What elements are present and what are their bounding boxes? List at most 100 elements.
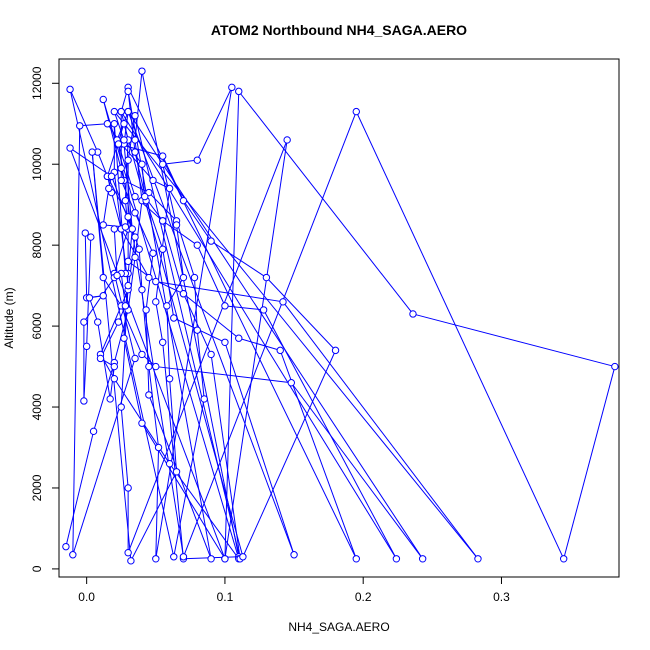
data-point bbox=[117, 403, 125, 411]
data-point bbox=[409, 310, 417, 318]
series-segment bbox=[224, 342, 295, 555]
data-point bbox=[179, 553, 188, 561]
series-segment bbox=[282, 301, 479, 560]
data-point bbox=[276, 346, 284, 355]
data-point bbox=[159, 160, 167, 168]
series-segment bbox=[113, 123, 126, 274]
data-point bbox=[152, 277, 160, 286]
data-point bbox=[179, 196, 188, 205]
data-point bbox=[138, 350, 146, 359]
series-segment bbox=[102, 99, 240, 559]
y-tick-label: 2000 bbox=[30, 474, 44, 501]
data-point bbox=[107, 172, 116, 181]
data-point bbox=[124, 213, 132, 221]
data-point bbox=[81, 229, 89, 237]
data-point bbox=[88, 148, 96, 156]
data-point bbox=[85, 294, 94, 302]
x-axis: 0.0 0.1 0.2 0.3 bbox=[78, 576, 510, 604]
data-point bbox=[138, 67, 146, 75]
y-tick-label: 10000 bbox=[30, 147, 44, 181]
data-point bbox=[127, 557, 135, 565]
series-segment bbox=[91, 152, 132, 561]
y-axis-label: Altitude (m) bbox=[2, 287, 16, 348]
chart-title: ATOM2 Northbound NH4_SAGA.AERO bbox=[211, 22, 467, 38]
data-point bbox=[287, 379, 295, 387]
x-axis-label: NH4_SAGA.AERO bbox=[288, 620, 389, 634]
data-point bbox=[193, 156, 201, 164]
series-segment bbox=[242, 350, 336, 557]
data-point bbox=[163, 302, 171, 310]
data-point bbox=[80, 318, 88, 326]
data-point bbox=[172, 468, 181, 476]
series-segment bbox=[224, 139, 288, 559]
series-segment bbox=[69, 89, 99, 153]
data-point bbox=[331, 346, 340, 355]
data-point bbox=[145, 362, 153, 371]
series-segment bbox=[196, 87, 233, 161]
data-point bbox=[221, 555, 229, 563]
series-segment bbox=[106, 123, 125, 177]
series-segment bbox=[238, 91, 414, 315]
data-point bbox=[259, 306, 268, 314]
marker-layer bbox=[62, 67, 619, 565]
series-segment bbox=[130, 471, 177, 562]
data-point bbox=[154, 443, 163, 452]
data-point bbox=[113, 271, 121, 280]
series-segment bbox=[183, 293, 240, 339]
data-point bbox=[76, 122, 84, 130]
series-segment bbox=[84, 233, 88, 298]
series-segment bbox=[563, 366, 616, 559]
series-segment bbox=[127, 87, 357, 560]
series-segment bbox=[65, 431, 95, 547]
plot-frame bbox=[58, 58, 620, 578]
series-segment bbox=[412, 313, 615, 368]
data-point bbox=[99, 273, 107, 282]
series-segment bbox=[148, 366, 160, 448]
series-segment bbox=[83, 346, 88, 401]
data-point bbox=[96, 354, 105, 363]
series-segment bbox=[120, 273, 126, 306]
data-point bbox=[66, 144, 74, 152]
data-point bbox=[114, 318, 123, 326]
data-point bbox=[392, 555, 401, 563]
data-point bbox=[124, 87, 132, 96]
series-segment bbox=[138, 249, 143, 290]
data-point bbox=[103, 120, 112, 128]
y-tick-label: 8000 bbox=[30, 231, 44, 258]
data-point bbox=[159, 152, 167, 160]
data-point bbox=[99, 221, 107, 229]
x-tick-label: 0.3 bbox=[493, 590, 510, 604]
data-point bbox=[131, 192, 139, 201]
data-point bbox=[110, 107, 119, 116]
data-point bbox=[172, 221, 181, 229]
data-point bbox=[82, 342, 91, 351]
data-point bbox=[138, 285, 146, 294]
data-point bbox=[99, 292, 107, 300]
series-segment bbox=[155, 366, 292, 384]
data-point bbox=[66, 85, 74, 94]
data-point bbox=[235, 334, 243, 342]
series-segment bbox=[123, 338, 143, 424]
series-segment bbox=[169, 378, 178, 472]
data-point bbox=[418, 555, 427, 563]
y-tick-label: 12000 bbox=[30, 66, 44, 100]
series-segment bbox=[182, 293, 212, 355]
series-segment bbox=[210, 354, 241, 559]
data-point bbox=[159, 338, 167, 346]
data-point bbox=[120, 334, 128, 342]
series-segment bbox=[196, 244, 226, 307]
series-segment bbox=[100, 289, 129, 355]
x-tick-label: 0.0 bbox=[78, 590, 95, 604]
series-segment bbox=[182, 111, 357, 557]
data-point bbox=[207, 555, 215, 563]
series-segment bbox=[224, 91, 240, 559]
series-segment bbox=[266, 277, 336, 351]
data-point bbox=[207, 350, 215, 359]
data-point bbox=[124, 549, 132, 557]
data-point bbox=[262, 273, 271, 282]
data-point bbox=[62, 542, 70, 551]
series-segment bbox=[116, 139, 136, 197]
series-segment bbox=[72, 125, 81, 555]
data-point bbox=[228, 83, 236, 92]
series-segment bbox=[134, 71, 143, 140]
